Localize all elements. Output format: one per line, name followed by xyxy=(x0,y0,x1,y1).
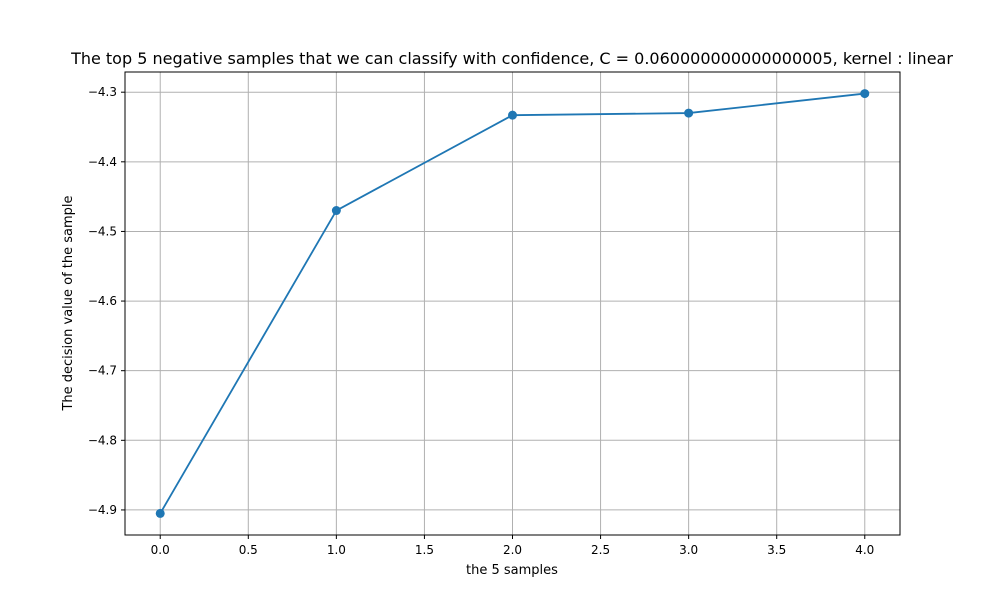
x-tick-label: 2.0 xyxy=(503,543,522,557)
x-tick-label: 4.0 xyxy=(855,543,874,557)
y-tick-label: −4.3 xyxy=(88,85,117,99)
x-axis-label: the 5 samples xyxy=(466,563,558,578)
x-tick-label: 0.5 xyxy=(239,543,258,557)
grid xyxy=(125,72,900,535)
y-tick-label: −4.9 xyxy=(88,503,117,517)
x-tick-label: 1.0 xyxy=(327,543,346,557)
x-tick-label: 3.5 xyxy=(767,543,786,557)
data-point xyxy=(331,206,341,216)
y-tick-label: −4.7 xyxy=(88,364,117,378)
plot-frame xyxy=(124,71,901,536)
y-tick-label: −4.6 xyxy=(88,294,117,308)
x-tick-label: 1.5 xyxy=(415,543,434,557)
data-point xyxy=(155,508,165,518)
data-point xyxy=(684,108,694,118)
y-axis-label: The decision value of the sample xyxy=(61,195,76,411)
axis-ticks: 0.0 0.5 1.0 1.5 2.0 2.5 3.0 3.5 4.0 −4.9 −4.8 −4.7 −… xyxy=(88,85,874,557)
x-tick-label: 2.5 xyxy=(591,543,610,557)
data-point xyxy=(860,89,870,99)
x-tick-label: 3.0 xyxy=(679,543,698,557)
y-tick-label: −4.5 xyxy=(88,224,117,238)
y-tick-label: −4.8 xyxy=(88,433,117,447)
data-series xyxy=(155,89,870,518)
chart-title: The top 5 negative samples that we can c… xyxy=(70,49,953,68)
y-tick-label: −4.4 xyxy=(88,155,117,169)
x-tick-label: 0.0 xyxy=(151,543,170,557)
data-point xyxy=(508,110,517,120)
